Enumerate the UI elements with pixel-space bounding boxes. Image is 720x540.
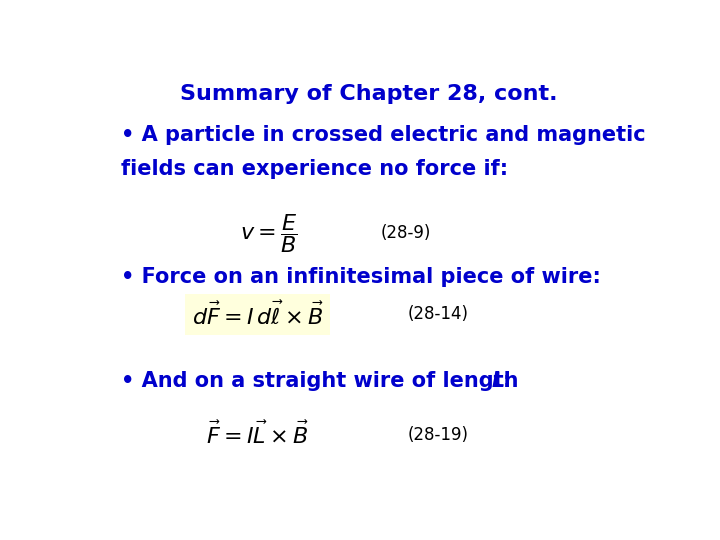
Text: • A particle in crossed electric and magnetic: • A particle in crossed electric and mag…	[121, 125, 645, 145]
Text: $v = \dfrac{E}{B}$: $v = \dfrac{E}{B}$	[240, 212, 297, 255]
Text: (28-19): (28-19)	[408, 426, 469, 444]
Text: $d\vec{F} = I\, d\vec{\ell} \times \vec{B}$: $d\vec{F} = I\, d\vec{\ell} \times \vec{…	[192, 301, 323, 328]
Text: Summary of Chapter 28, cont.: Summary of Chapter 28, cont.	[180, 84, 558, 104]
Text: L: L	[492, 371, 505, 391]
Text: $\vec{F} = I\vec{L} \times \vec{B}$: $\vec{F} = I\vec{L} \times \vec{B}$	[206, 421, 309, 448]
Text: • And on a straight wire of length: • And on a straight wire of length	[121, 371, 526, 391]
Text: :: :	[503, 371, 511, 391]
Text: (28-9): (28-9)	[380, 224, 431, 242]
Text: fields can experience no force if:: fields can experience no force if:	[121, 159, 508, 179]
Text: (28-14): (28-14)	[408, 305, 469, 323]
Text: • Force on an infinitesimal piece of wire:: • Force on an infinitesimal piece of wir…	[121, 267, 600, 287]
